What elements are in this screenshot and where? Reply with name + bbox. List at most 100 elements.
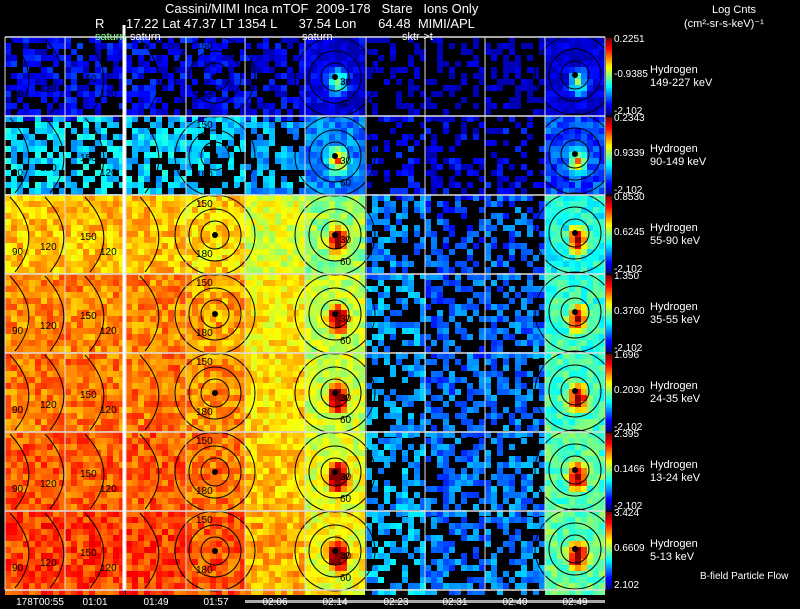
heatmap-cell [41,334,47,340]
heatmap-cell [222,249,228,255]
heatmap-cell [5,322,11,328]
heatmap-cell [29,389,35,395]
heatmap-cell [317,267,323,273]
heatmap-cell [287,43,293,49]
heatmap-cell [329,328,335,334]
heatmap-cell [402,322,408,328]
heatmap-cell [503,55,509,61]
heatmap-cell [47,334,53,340]
heatmap-cell [168,116,174,122]
heatmap-cell [11,152,17,158]
heatmap-cell [402,67,408,73]
colorbar-units: (cm²-sr-s-keV)⁻¹ [684,18,764,30]
heatmap-cell [119,298,125,304]
heatmap-cell [378,207,384,213]
heatmap-cell [29,249,35,255]
heatmap-cell [263,389,269,395]
heatmap-cell [59,389,65,395]
heatmap-cell [132,322,138,328]
heatmap-cell [162,298,168,304]
heatmap-cell [95,328,101,334]
heatmap-cell [341,61,347,67]
heatmap-cell [83,207,89,213]
heatmap-cell [210,255,216,261]
heatmap-cell [65,67,71,73]
heatmap-cell [575,213,581,219]
heatmap-cell [305,116,311,122]
heatmap-cell [83,134,89,140]
heatmap-cell [198,243,204,249]
heatmap-cell [347,146,353,152]
heatmap-cell [41,310,47,316]
heatmap-cell [216,280,222,286]
heatmap-cell [347,67,353,73]
heatmap-cell [275,158,281,164]
heatmap-cell [299,371,305,377]
heatmap-cell [119,170,125,176]
heatmap-cell [527,261,533,267]
heatmap-cell [144,401,150,407]
heatmap-cell [281,371,287,377]
heatmap-cell [485,334,491,340]
heatmap-cell [35,328,41,334]
heatmap-cell [35,292,41,298]
heatmap-cell [257,103,263,109]
heatmap-cell [461,304,467,310]
heatmap-cell [323,267,329,273]
heatmap-cell [35,122,41,128]
heatmap-cell [539,328,545,334]
heatmap-cell [281,97,287,103]
heatmap-cell [569,116,575,122]
heatmap-cell [353,176,359,182]
heatmap-cell [192,255,198,261]
heatmap-cell [461,164,467,170]
heatmap-cell [317,322,323,328]
heatmap-cell [269,115,275,121]
heatmap-cell [317,304,323,310]
heatmap-cell [113,164,119,170]
heatmap-cell [497,316,503,322]
heatmap-cell [551,310,557,316]
heatmap-cell [204,195,210,201]
heatmap-cell [269,353,275,359]
heatmap-cell [251,310,257,316]
heatmap-cell [113,55,119,61]
heatmap-cell [119,134,125,140]
heatmap-cell [372,134,378,140]
heatmap-cell [329,377,335,383]
heatmap-cell [311,310,317,316]
heatmap-cell [150,298,156,304]
heatmap-cell [101,255,107,261]
heatmap-cell [269,304,275,310]
heatmap-cell [449,146,455,152]
heatmap-cell [192,359,198,365]
heatmap-cell [89,353,95,359]
heatmap-cell [23,176,29,182]
heatmap-cell [587,122,593,128]
heatmap-cell [11,346,17,352]
heatmap-cell [204,140,210,146]
heatmap-cell [65,371,71,377]
heatmap-cell [198,249,204,255]
heatmap-cell [593,146,599,152]
heatmap-cell [29,371,35,377]
heatmap-cell [581,188,587,194]
heatmap-cell [17,73,23,79]
heatmap-cell [408,261,414,267]
heatmap-cell [353,310,359,316]
heatmap-cell [384,219,390,225]
heatmap-cell [437,146,443,152]
heatmap-cell [47,201,53,207]
heatmap-cell [138,176,144,182]
heatmap-cell [119,152,125,158]
heatmap-cell [491,261,497,267]
heatmap-cell [234,292,240,298]
heatmap-cell [599,237,605,243]
heatmap-cell [485,182,491,188]
heatmap-cell [425,292,431,298]
heatmap-cell [420,243,426,249]
heatmap-cell [353,122,359,128]
heatmap-cell [515,103,521,109]
heatmap-cell [575,231,581,237]
heatmap-cell [107,395,113,401]
